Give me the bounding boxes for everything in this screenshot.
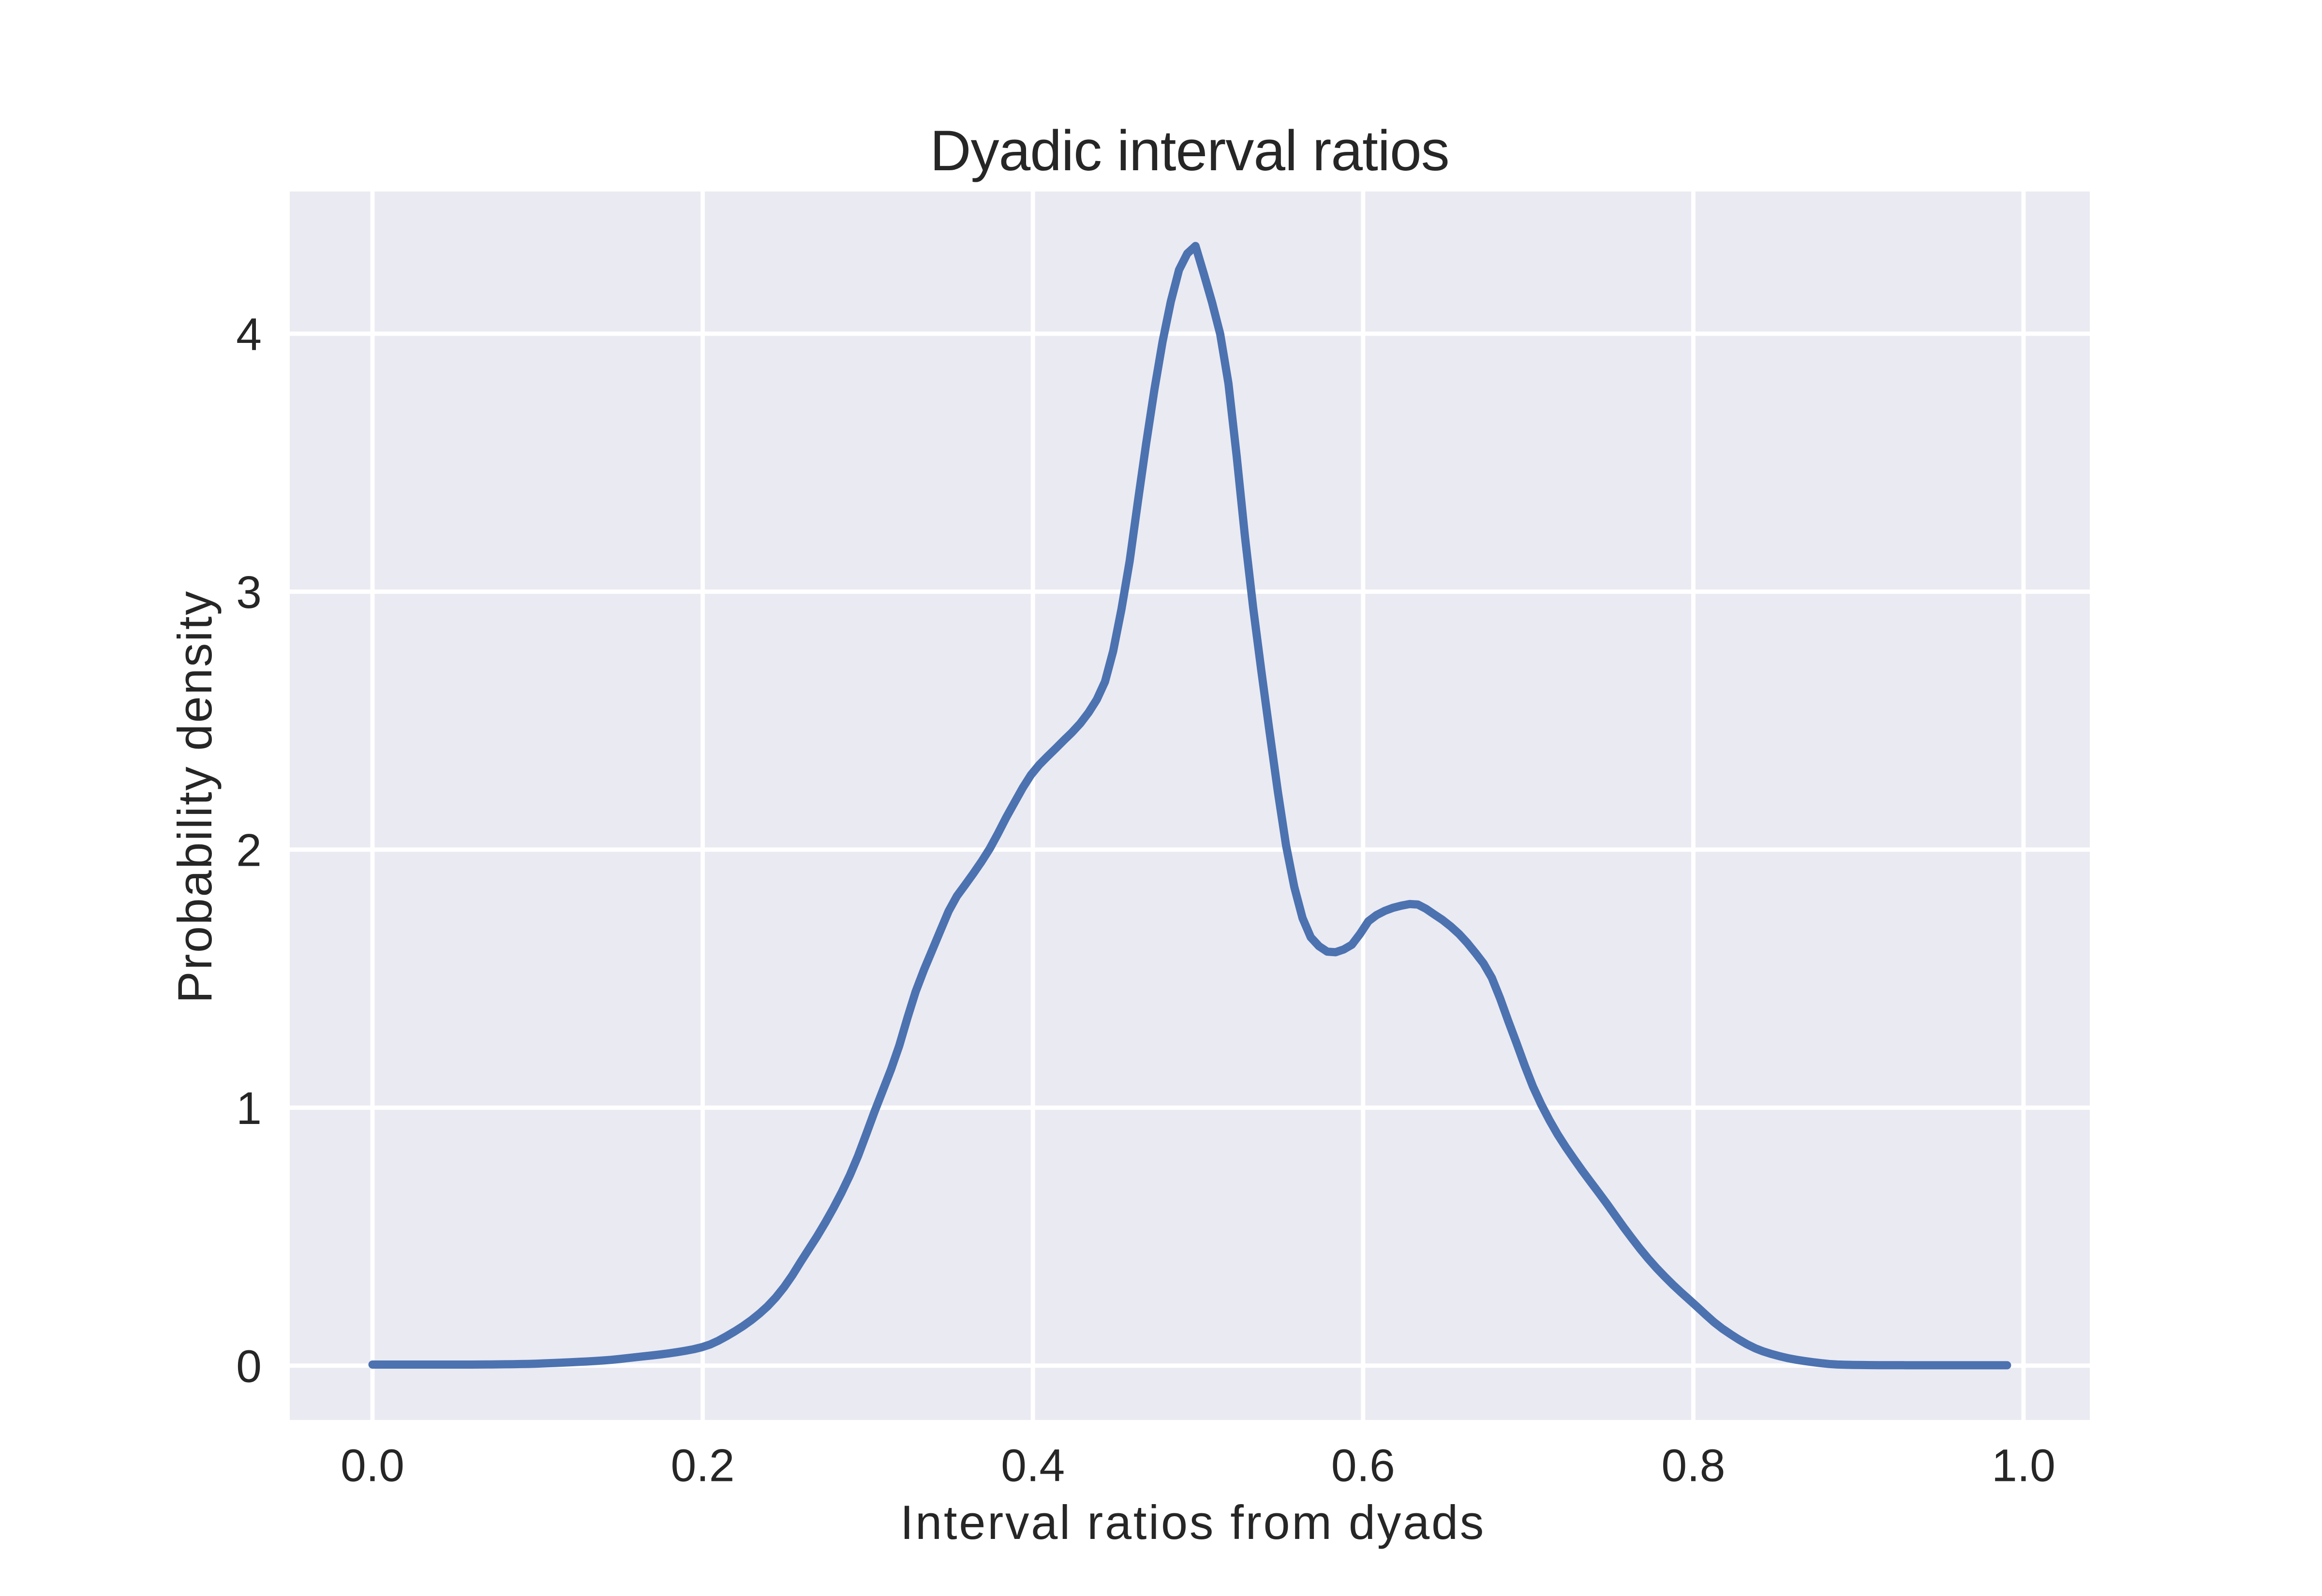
svg-text:Dyadic interval ratios: Dyadic interval ratios (930, 119, 1449, 183)
svg-text:Interval ratios from dyads: Interval ratios from dyads (900, 1495, 1486, 1549)
svg-text:0.8: 0.8 (1661, 1440, 1725, 1492)
svg-text:Probability density: Probability density (168, 590, 222, 1004)
svg-text:0.0: 0.0 (341, 1440, 404, 1492)
svg-text:3: 3 (236, 567, 262, 618)
svg-text:0.6: 0.6 (1331, 1440, 1395, 1492)
svg-text:1.0: 1.0 (1992, 1440, 2055, 1492)
svg-text:1: 1 (236, 1083, 262, 1134)
svg-text:4: 4 (236, 309, 262, 360)
svg-text:0.4: 0.4 (1001, 1440, 1065, 1492)
svg-text:0.2: 0.2 (671, 1440, 735, 1492)
svg-text:2: 2 (236, 825, 262, 876)
svg-text:0: 0 (236, 1341, 262, 1392)
